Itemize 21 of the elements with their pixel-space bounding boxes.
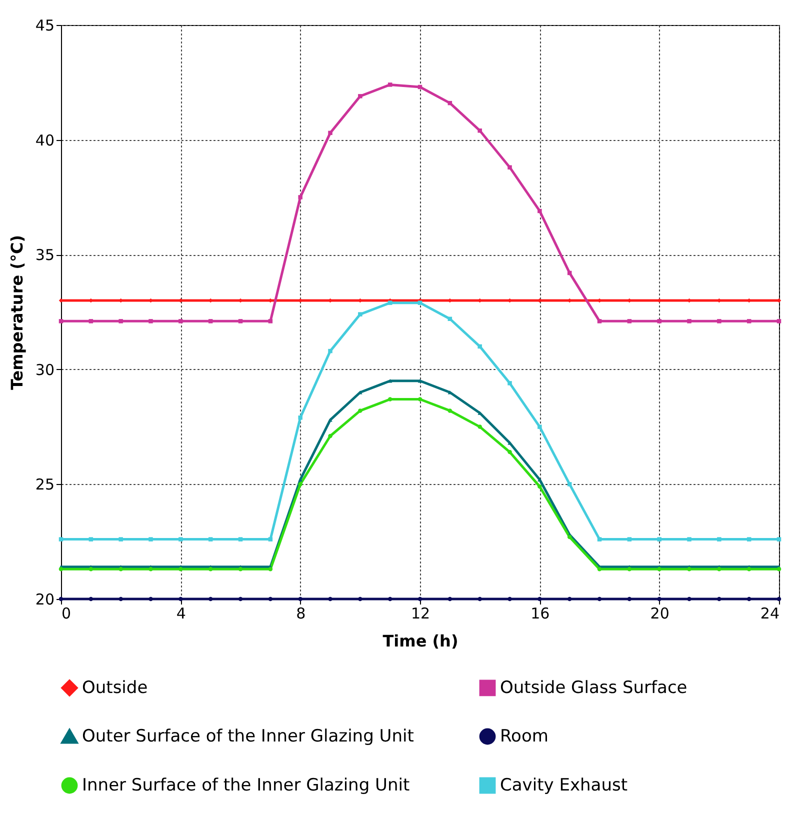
y-tick-label: 20 [35, 590, 54, 608]
y-tick-label: 35 [35, 246, 54, 264]
x-tick-label: 0 [62, 604, 72, 622]
legend-label: Inner Surface of the Inner Glazing Unit [82, 776, 410, 796]
y-tick-label: 45 [35, 16, 54, 34]
y-tick-label: 25 [35, 476, 54, 494]
x-axis-title: Time (h) [382, 632, 458, 650]
x-tick-label: 24 [760, 604, 780, 622]
legend-label: Outer Surface of the Inner Glazing Unit [82, 726, 414, 746]
x-tick-label: 12 [410, 604, 430, 622]
legend-label: Room [500, 726, 548, 746]
x-tick-label: 16 [530, 604, 550, 622]
y-axis-title: Temperature (°C) [7, 234, 26, 390]
y-tick-label: 40 [35, 131, 54, 150]
y-tick-label: 30 [35, 360, 54, 379]
x-tick-label: 4 [176, 604, 186, 622]
legend-label: Outside [82, 678, 148, 698]
legend-label: Outside Glass Surface [500, 678, 688, 698]
x-tick-label: 8 [296, 604, 306, 622]
legend-label: Cavity Exhaust [500, 776, 628, 796]
x-tick-label: 20 [650, 604, 670, 622]
